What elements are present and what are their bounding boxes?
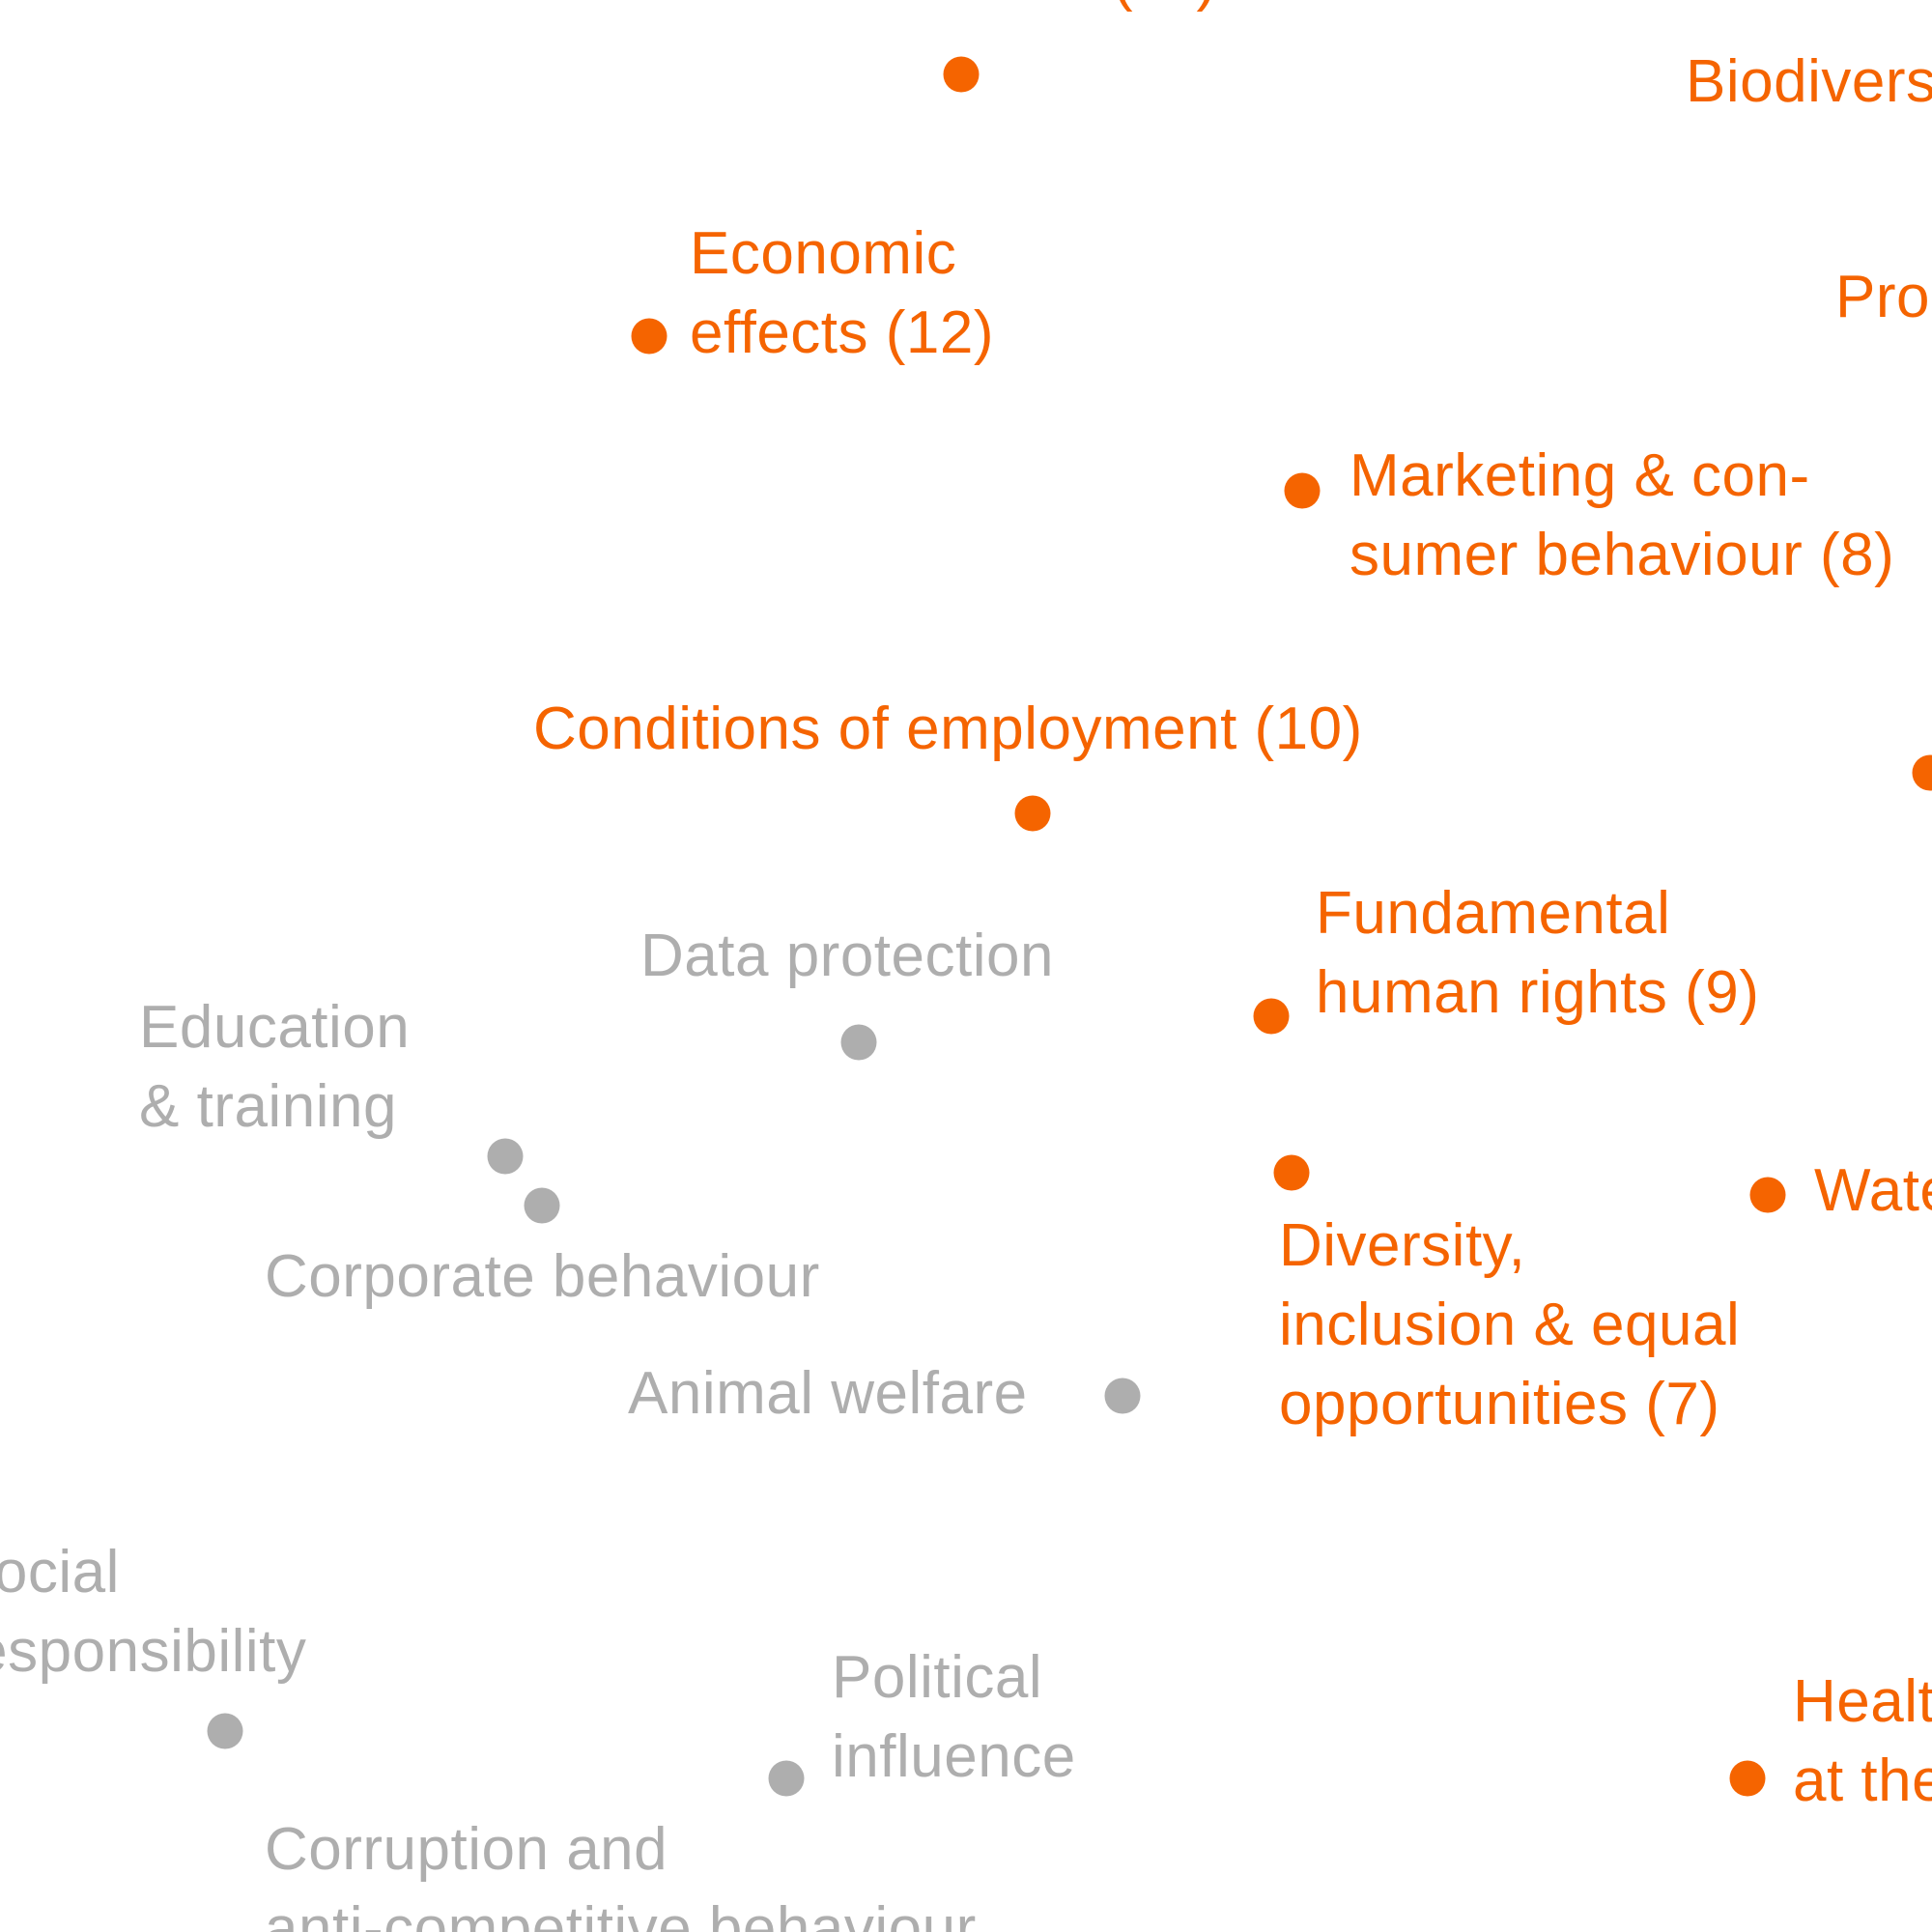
label-line: effects (12) [690, 299, 995, 366]
point-label-economic-effects: Economic effects (12) [690, 214, 994, 373]
label-line: Health & safety [1793, 1668, 1932, 1735]
point-dot-social-responsibility [207, 1713, 243, 1749]
point-label-corporate-behaviour: Corporate behaviour [265, 1237, 820, 1317]
point-label-corruption-anti-competitive-behaviour: Corruption and anti-competitive behaviour [265, 1810, 977, 1932]
label-line: anti-competitive behaviour [265, 1895, 977, 1932]
label-line: Biodiversity [1686, 48, 1932, 115]
label-line: Fundamental [1316, 880, 1671, 947]
point-dot-fundamental-human-rights [1253, 998, 1290, 1035]
point-dot-unknown-right [1912, 754, 1932, 791]
label-line: Economic [690, 220, 957, 287]
label-line: Political [832, 1644, 1043, 1711]
label-line: Animal welfare [628, 1360, 1028, 1427]
point-label-water: Water [1814, 1151, 1932, 1231]
point-dot-animal-welfare [1104, 1378, 1141, 1414]
label-line: at the workplace [1793, 1747, 1932, 1814]
point-dot-corporate-behaviour [524, 1187, 560, 1224]
label-line: Data protection [640, 923, 1054, 989]
point-dot-political-influence [768, 1760, 805, 1797]
point-label-diversity-inclusion-equal-opportunities: Diversity, inclusion & equal opportunities… [1279, 1207, 1740, 1444]
point-label-data-protection: Data protection [640, 917, 1054, 996]
point-label-marketing-consumer-behaviour: Marketing & con-sumer behaviour (8) [1350, 437, 1894, 595]
label-line: Water [1814, 1157, 1932, 1224]
point-dot-conditions-of-employment [1014, 795, 1051, 832]
point-label-biodiversity: Biodiversity [1686, 43, 1932, 122]
label-line: (11) [1113, 0, 1217, 19]
point-dot-health-safety-at-the-workplace [1729, 1760, 1766, 1797]
point-dot-data-protection [840, 1024, 877, 1061]
point-label-fundamental-human-rights: Fundamental human rights (9) [1316, 874, 1759, 1033]
point-label-education-training: Education & training [139, 988, 410, 1147]
label-line: Product [1835, 264, 1932, 330]
label-line: opportunities (7) [1279, 1371, 1720, 1437]
point-label-health-safety-at-the-workplace: Health & safety at the workplace [1793, 1662, 1932, 1821]
point-dot-top-partial-count [943, 56, 980, 93]
label-line: Conditions of employment (10) [533, 696, 1363, 762]
label-line: Social [0, 1539, 120, 1605]
label-line: inclusion & equal [1279, 1292, 1741, 1358]
label-line: human rights (9) [1316, 959, 1760, 1026]
point-label-political-influence: Political influence [832, 1638, 1076, 1797]
point-dot-education-training [487, 1138, 524, 1175]
label-line: Education [139, 994, 411, 1061]
point-label-social-responsibility: Social responsibility [0, 1533, 306, 1691]
point-label-conditions-of-employment: Conditions of employment (10) [533, 690, 1363, 769]
label-line: responsibility [0, 1618, 307, 1685]
label-line: sumer behaviour (8) [1350, 522, 1895, 588]
label-line: & training [139, 1073, 397, 1140]
label-line: influence [832, 1723, 1076, 1790]
label-line: Corruption and [265, 1816, 668, 1883]
point-label-animal-welfare: Animal welfare [628, 1354, 1028, 1434]
label-line: Corporate behaviour [265, 1243, 820, 1310]
label-line: Diversity, [1279, 1212, 1526, 1279]
point-dot-water [1749, 1177, 1786, 1213]
point-dot-diversity-inclusion-equal-opportunities [1273, 1154, 1310, 1191]
point-label-product-partial: Product [1835, 258, 1932, 337]
label-line: Marketing & con- [1350, 442, 1810, 509]
point-dot-economic-effects [631, 318, 668, 355]
point-label-top-partial-count: (11) [1113, 0, 1217, 19]
point-dot-marketing-consumer-behaviour [1284, 472, 1321, 509]
